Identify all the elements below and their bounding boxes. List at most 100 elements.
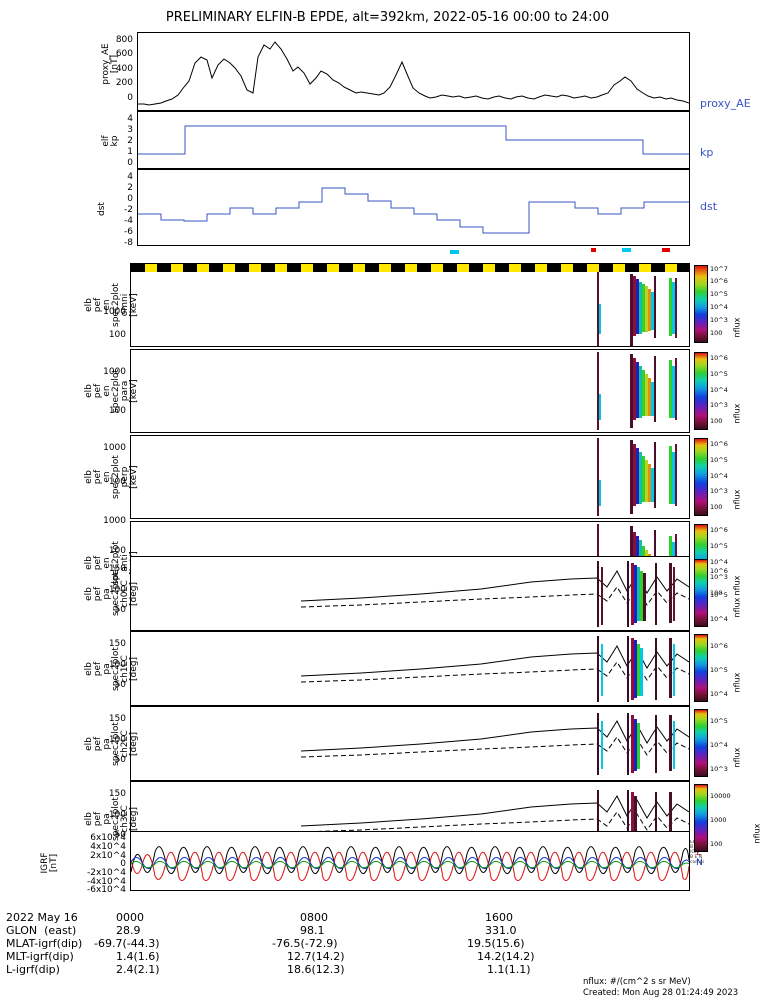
xaxis-row-date-v2: 1600: [485, 911, 513, 924]
cblabel-omni-1e5: 10^5: [710, 290, 728, 298]
cblabel-omni-1e4: 10^4: [710, 303, 728, 311]
panel-pa-ch2lc: [130, 706, 690, 781]
xaxis-row-l-v1: 18.6(12.3): [287, 963, 345, 976]
panel-spec-para: [130, 349, 690, 433]
ytick-dst-2: 2: [127, 183, 133, 193]
cblabel-ch1-1e6: 10^6: [710, 642, 728, 650]
xaxis-row-glon-v1: 98.1: [300, 924, 325, 937]
ytick-ch2lc-100: 100: [108, 735, 126, 745]
cblabel-perp-1e5: 10^5: [710, 456, 728, 464]
right-label-proxy-ae: proxy_AE: [700, 97, 751, 110]
panel-spec-omni: [130, 263, 690, 347]
cblabel-ch3-10000: 10000: [710, 792, 731, 800]
colorbar-ch0: [694, 559, 708, 627]
ytick-ch1lc-150: 150: [108, 639, 126, 649]
cblabel-omni-1e3: 10^3: [710, 316, 728, 324]
cblabel-omni-1e6: 10^6: [710, 277, 728, 285]
xaxis-row-l-label: L-igrf(dip): [6, 963, 60, 976]
orbit-marker-4: [662, 248, 670, 252]
xaxis-row-date-label: 2022 May 16: [6, 911, 78, 924]
cblabel-omni-100: 100: [710, 329, 723, 337]
cblabel-anti-1e6: 10^6: [710, 526, 728, 534]
ytick-ch0lc-50: 50: [114, 605, 126, 615]
orbit-marker-3: [622, 248, 631, 252]
cbname-para: nflux: [732, 403, 742, 424]
right-label-dst: dst: [700, 200, 718, 213]
ytick-dst-4: 4: [127, 172, 133, 182]
cblabel-ch2-1e5: 10^5: [710, 717, 728, 725]
right-label-kp: kp: [700, 146, 714, 159]
ytick-spec-para-100: 100: [108, 406, 126, 416]
ytick-ch1lc-50: 50: [114, 680, 126, 690]
ytick-spec-perp-100: 100: [108, 477, 126, 487]
igrf-legend-n: N: [696, 858, 703, 868]
cbname-ch2: nflux: [732, 747, 742, 768]
ytick-ch3lc-150: 150: [108, 789, 126, 799]
footer-units: nflux: #/(cm^2 s sr MeV): [583, 977, 691, 987]
xaxis-row-mlt-v0: 1.4(1.6): [116, 950, 160, 963]
ytick-proxy-ae-600: 600: [115, 49, 133, 59]
xaxis-row-mlat-label: MLAT-igrf(dip): [6, 937, 83, 950]
ytick-spec-para-1000: 1000: [103, 367, 126, 377]
cblabel-para-1e4: 10^4: [710, 386, 728, 394]
ytick-proxy-ae-400: 400: [115, 64, 133, 74]
ytick-dst-m2: -2: [124, 205, 133, 215]
ytick-spec-anti-100: 100: [108, 546, 126, 556]
cblabel-ch2-1e3: 10^3: [710, 765, 728, 773]
cblabel-para-1e5: 10^5: [710, 370, 728, 378]
colorbar-ch1: [694, 634, 708, 702]
ytick-ch2lc-150: 150: [108, 714, 126, 724]
ytick-igrf-2e4: 2x10^4: [90, 851, 126, 861]
ytick-kp-0: 0: [127, 158, 133, 168]
cblabel-anti-1e4: 10^4: [710, 558, 728, 566]
panel-spec-perp: [130, 435, 690, 519]
cblabel-ch3-1000: 1000: [710, 816, 727, 824]
colorbar-ch3: [694, 784, 708, 852]
cbname-ch1: nflux: [732, 672, 742, 693]
ytick-dst-m4: -4: [124, 216, 133, 226]
panel-dst: [137, 169, 690, 246]
igrf-legend-e: E: [696, 848, 702, 858]
cblabel-omni-1e7: 10^7: [710, 265, 728, 273]
panel-igrf: [130, 831, 690, 891]
ytick-proxy-ae-800: 800: [115, 35, 133, 45]
xaxis-row-mlat-v1: -76.5(-72.9): [272, 937, 338, 950]
cbname-ch0: nflux: [732, 597, 742, 618]
cblabel-ch2-1e4: 10^4: [710, 741, 728, 749]
ytick-dst-0: 0: [127, 194, 133, 204]
ytick-ch1lc-100: 100: [108, 660, 126, 670]
xaxis-row-date-v1: 0800: [300, 911, 328, 924]
cblabel-perp-1e4: 10^4: [710, 472, 728, 480]
ytick-ch2lc-50: 50: [114, 755, 126, 765]
xaxis-row-l-v2: 1.1(1.1): [487, 963, 531, 976]
footer-created: Created: Mon Aug 28 01:24:49 2023: [583, 988, 739, 998]
panel-kp: [137, 111, 690, 169]
ytick-ch0lc-100: 100: [108, 585, 126, 595]
ytick-proxy-ae-200: 200: [115, 78, 133, 88]
ytick-igrf-4e4: 4x10^4: [90, 842, 126, 852]
orbit-marker-1: [450, 250, 459, 254]
xaxis-row-mlt-v1: 12.7(14.2): [287, 950, 345, 963]
colorbar-perp: [694, 438, 708, 516]
xaxis-row-date-v0: 0000: [116, 911, 144, 924]
cbname-omni: nflux: [732, 317, 742, 338]
cblabel-perp-100: 100: [710, 503, 723, 511]
cblabel-ch0-1e6: 10^6: [710, 567, 728, 575]
panel-pa-ch0lc: [130, 556, 690, 631]
xaxis-row-mlat-v2: 19.5(15.6): [467, 937, 525, 950]
cblabel-anti-1e3: 10^3: [710, 573, 728, 581]
ytick-spec-perp-1000: 1000: [103, 443, 126, 453]
ytick-igrf-m6e4: -6x10^4: [86, 885, 126, 895]
ytick-kp-3: 3: [127, 125, 133, 135]
ytick-proxy-ae-0: 0: [127, 93, 133, 103]
cblabel-para-1e3: 10^3: [710, 401, 728, 409]
xaxis-row-glon-label: GLON (east): [6, 924, 77, 937]
ytick-igrf-0: 0: [120, 859, 126, 869]
cblabel-para-1e6: 10^6: [710, 354, 728, 362]
cblabel-ch1-1e4: 10^4: [710, 690, 728, 698]
cblabel-ch0-1e5: 10^5: [710, 591, 728, 599]
ytick-ch0lc-150: 150: [108, 564, 126, 574]
ytick-kp-2: 2: [127, 136, 133, 146]
cblabel-ch3-100: 100: [710, 840, 723, 848]
ytick-ch3lc-100: 100: [108, 810, 126, 820]
